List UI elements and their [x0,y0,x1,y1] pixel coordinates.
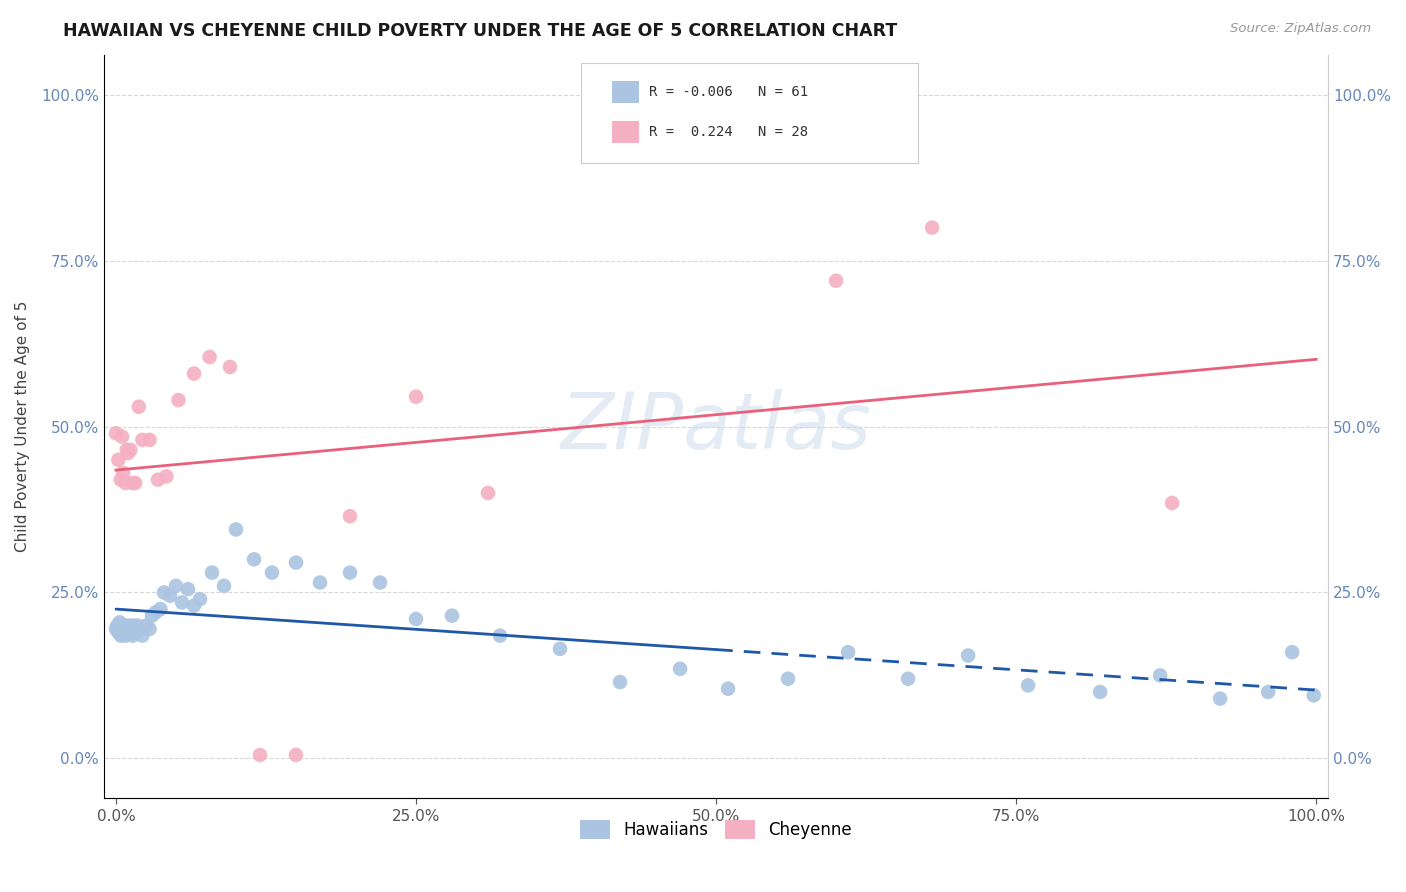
Point [138,622,160,636]
Point [339,566,361,580]
Point [135,618,157,632]
Point [717,681,740,696]
Point [219,359,242,374]
Point [778,672,800,686]
Point [405,612,427,626]
Point [159,589,181,603]
Point [112,618,135,632]
Bar [612,81,638,103]
Point [198,350,221,364]
Point [112,625,135,640]
Point [120,442,142,457]
Point [183,367,205,381]
Point [114,629,136,643]
Point [405,390,427,404]
Point [124,625,146,640]
Point [188,592,211,607]
Point [167,393,190,408]
Point [118,625,141,640]
Point [548,641,571,656]
Point [131,629,153,643]
Point [110,473,132,487]
Point [957,648,980,663]
Point [243,552,266,566]
Point [477,486,499,500]
Point [609,675,631,690]
Point [837,645,859,659]
FancyBboxPatch shape [582,62,918,163]
Point [105,618,128,632]
Point [146,473,169,487]
Point [111,622,134,636]
Point [111,618,134,632]
Text: HAWAIIAN VS CHEYENNE CHILD POVERTY UNDER THE AGE OF 5 CORRELATION CHART: HAWAIIAN VS CHEYENNE CHILD POVERTY UNDER… [63,22,897,40]
Point [1281,645,1303,659]
Text: Source: ZipAtlas.com: Source: ZipAtlas.com [1230,22,1371,36]
Point [249,747,271,762]
Point [149,602,172,616]
Point [115,442,138,457]
Point [111,429,134,443]
Point [1149,668,1171,682]
Point [153,585,176,599]
Point [107,452,129,467]
Point [121,476,143,491]
Point [128,400,150,414]
Point [121,629,143,643]
Point [145,606,167,620]
Text: R =  0.224   N = 28: R = 0.224 N = 28 [648,125,808,138]
Point [155,469,177,483]
Legend: Hawaiians, Cheyenne: Hawaiians, Cheyenne [574,813,859,846]
Text: R = -0.006   N = 61: R = -0.006 N = 61 [648,86,808,99]
Point [440,608,463,623]
Point [339,509,361,524]
Point [112,466,135,480]
Point [122,618,145,632]
Point [825,274,848,288]
Point [112,622,135,636]
Point [177,582,200,597]
Point [309,575,332,590]
Point [1257,685,1279,699]
Bar [612,120,638,143]
Text: ZIPatlas: ZIPatlas [561,389,872,465]
Point [114,476,136,491]
Point [104,426,127,441]
Point [115,618,138,632]
Point [921,220,943,235]
Point [138,433,160,447]
Point [1088,685,1111,699]
Point [117,446,139,460]
Point [285,747,308,762]
Point [1017,678,1039,692]
Point [170,595,193,609]
Point [141,608,163,623]
Point [1209,691,1232,706]
Point [124,476,146,491]
Point [107,625,129,640]
Point [368,575,391,590]
Point [1161,496,1184,510]
Point [212,579,235,593]
Point [225,523,247,537]
Point [110,629,132,643]
Point [104,622,127,636]
Point [121,622,143,636]
Point [260,566,283,580]
Point [285,556,308,570]
Point [117,622,139,636]
Point [183,599,205,613]
Point [669,662,692,676]
Point [127,618,149,632]
Point [165,579,187,593]
Point [120,618,142,632]
Point [108,615,131,630]
Point [201,566,224,580]
Point [489,629,512,643]
Point [1302,689,1324,703]
Point [129,622,152,636]
Y-axis label: Child Poverty Under the Age of 5: Child Poverty Under the Age of 5 [15,301,30,552]
Point [131,433,153,447]
Point [897,672,920,686]
